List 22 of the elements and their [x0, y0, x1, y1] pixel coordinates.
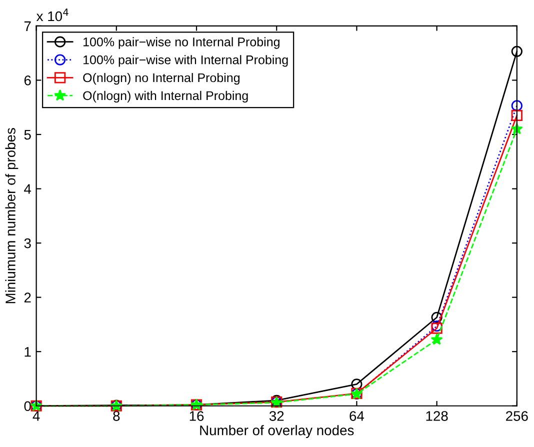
x-tick-label: 64: [350, 411, 364, 421]
y-tick-label: 6: [24, 76, 31, 86]
y-tick-label: 1: [24, 347, 31, 357]
legend-label: O(nlogn) with Internal Probing: [83, 90, 248, 103]
y-tick-label: 0: [24, 401, 31, 412]
y-axis-title: Miniumum number of probes: [5, 128, 18, 304]
legend-label: 100% pair−wise no Internal Probing: [84, 37, 280, 49]
y-tick-label: 5: [24, 130, 31, 140]
y-tick-label: 7: [24, 21, 31, 31]
legend-label: 100% pair−wise with Internal Probing: [84, 55, 288, 67]
x-tick-label: 4: [32, 411, 40, 421]
legend-label: O(nlogn) no Internal Probing: [83, 72, 240, 85]
x-axis-title: Number of overlay nodes: [200, 425, 354, 438]
x-tick-label: 128: [426, 411, 448, 421]
y-tick-label: 3: [24, 238, 31, 248]
y-tick-label: 2: [24, 292, 31, 302]
x-tick-label: 256: [506, 411, 528, 421]
x-tick-label: 8: [113, 411, 120, 421]
x-tick-label: 32: [269, 411, 284, 421]
y-tick-label: 4: [24, 184, 32, 194]
text: x 10$^{4}$: [36, 8, 68, 22]
x-tick-label: 16: [190, 411, 204, 421]
